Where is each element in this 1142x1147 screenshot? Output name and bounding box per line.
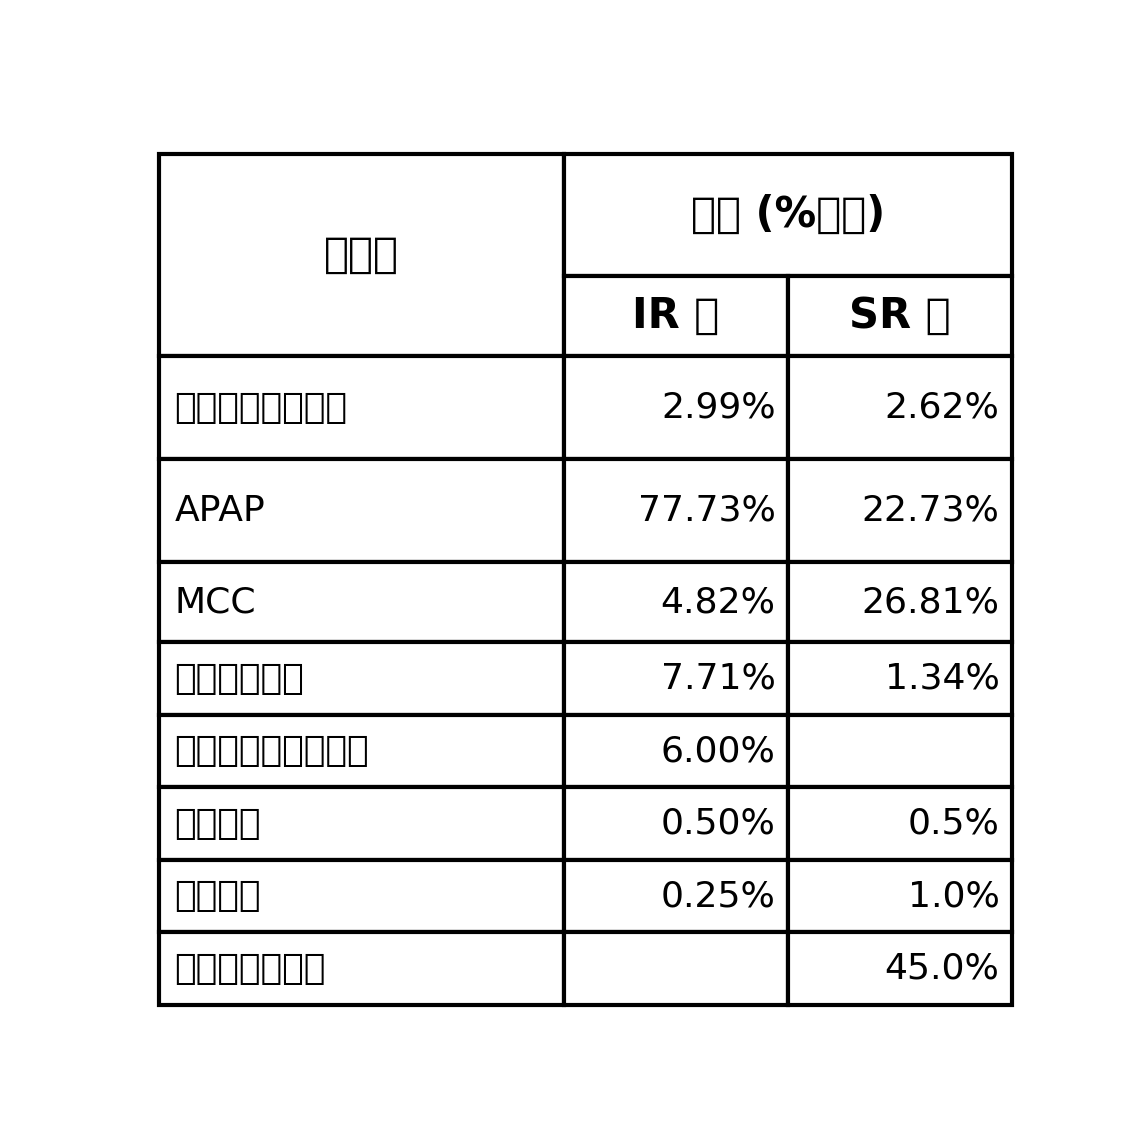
Text: APAP: APAP	[175, 493, 265, 528]
Text: IR 层: IR 层	[633, 295, 719, 337]
Text: 7.71%: 7.71%	[660, 662, 775, 696]
Text: 0.5%: 0.5%	[908, 806, 999, 841]
Text: 二氧化硅: 二氧化硅	[175, 806, 262, 841]
Bar	[788, 276, 1012, 357]
Bar	[564, 357, 788, 459]
Bar	[159, 933, 564, 1005]
Text: 0.50%: 0.50%	[660, 806, 775, 841]
Bar	[159, 357, 564, 459]
Text: 1.0%: 1.0%	[908, 880, 999, 913]
Bar	[564, 933, 788, 1005]
Bar	[159, 562, 564, 642]
Bar	[788, 788, 1012, 860]
Bar	[564, 860, 788, 933]
Text: 77.73%: 77.73%	[637, 493, 775, 528]
Text: 1.34%: 1.34%	[885, 662, 999, 696]
Bar	[159, 788, 564, 860]
Bar	[159, 860, 564, 933]
Bar	[564, 562, 788, 642]
Bar	[159, 154, 564, 357]
Bar	[564, 715, 788, 788]
Bar	[564, 642, 788, 715]
Text: 45.0%: 45.0%	[885, 952, 999, 985]
Bar	[788, 357, 1012, 459]
Text: 化合物: 化合物	[324, 234, 399, 276]
Text: 聚氧乙烯聚合物: 聚氧乙烯聚合物	[175, 952, 325, 985]
Text: 交联羧甲基纤维素钠: 交联羧甲基纤维素钠	[175, 734, 369, 768]
Bar	[159, 715, 564, 788]
Bar	[788, 642, 1012, 715]
Bar	[159, 459, 564, 562]
Text: 硬脂酸镁: 硬脂酸镁	[175, 880, 262, 913]
Text: 26.81%: 26.81%	[861, 585, 999, 619]
Bar	[788, 933, 1012, 1005]
Bar	[564, 459, 788, 562]
Bar	[564, 788, 788, 860]
Text: 22.73%: 22.73%	[861, 493, 999, 528]
Text: 4.82%: 4.82%	[660, 585, 775, 619]
Text: 2.62%: 2.62%	[885, 391, 999, 424]
Bar	[788, 715, 1012, 788]
Text: MCC: MCC	[175, 585, 256, 619]
Bar	[159, 642, 564, 715]
Text: 6.00%: 6.00%	[660, 734, 775, 768]
Bar	[788, 562, 1012, 642]
Bar	[564, 154, 1012, 276]
Text: 2.99%: 2.99%	[661, 391, 775, 424]
Text: 0.25%: 0.25%	[660, 880, 775, 913]
Text: 保护的羟考酮颗粒: 保护的羟考酮颗粒	[175, 391, 347, 424]
Bar	[788, 459, 1012, 562]
Bar	[564, 276, 788, 357]
Text: SR 层: SR 层	[849, 295, 950, 337]
Text: 羟丙基纤维素: 羟丙基纤维素	[175, 662, 305, 696]
Bar	[788, 860, 1012, 933]
Text: 干重 (%总共): 干重 (%总共)	[691, 194, 885, 236]
